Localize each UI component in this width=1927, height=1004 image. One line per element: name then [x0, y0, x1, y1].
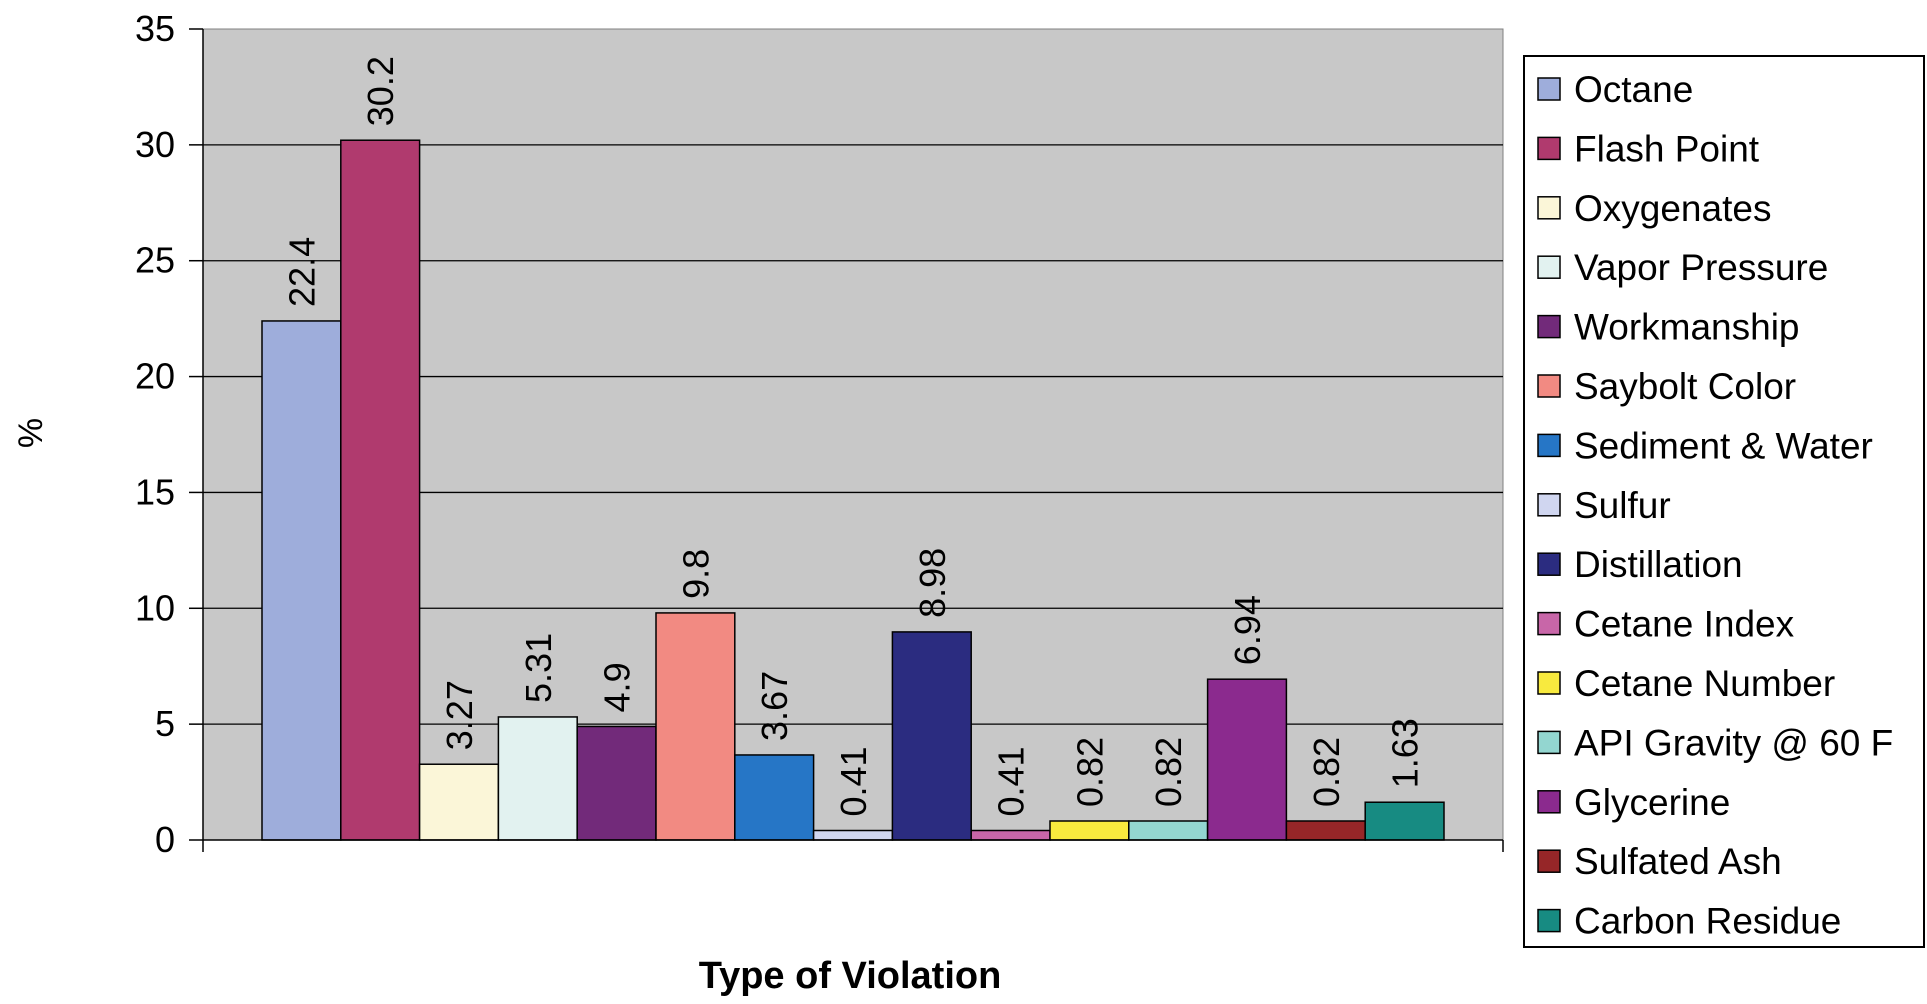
- legend-swatch: [1537, 790, 1561, 814]
- data-label: 22.4: [281, 237, 322, 307]
- legend-label: Distillation: [1574, 544, 1743, 585]
- data-label: 30.2: [360, 56, 401, 126]
- data-label: 3.27: [439, 680, 480, 750]
- legend-label: API Gravity @ 60 F: [1574, 722, 1893, 763]
- legend-swatch: [1537, 849, 1561, 873]
- bar-distillation: [891, 631, 972, 841]
- legend-label: Flash Point: [1574, 128, 1760, 169]
- bar-flash-point: [340, 139, 421, 841]
- bar-octane: [261, 320, 342, 841]
- legend-label: Oxygenates: [1574, 188, 1771, 229]
- legend-label: Cetane Index: [1574, 604, 1795, 645]
- bar-workmanship: [576, 725, 657, 841]
- legend-label: Glycerine: [1574, 782, 1730, 823]
- legend-label: Carbon Residue: [1574, 901, 1841, 942]
- y-tick-label: 20: [135, 356, 175, 397]
- bar-sulfated-ash: [1285, 820, 1366, 841]
- bar-saybolt-color: [655, 612, 736, 841]
- legend-swatch: [1537, 255, 1561, 279]
- legend-label: Saybolt Color: [1574, 366, 1796, 407]
- legend-swatch: [1537, 611, 1561, 636]
- data-label: 3.67: [754, 671, 795, 741]
- y-tick-label: 30: [135, 124, 175, 165]
- y-tick-label: 5: [155, 703, 175, 744]
- bar-sediment-water: [734, 754, 815, 841]
- legend-swatch: [1537, 374, 1561, 398]
- legend-label: Cetane Number: [1574, 663, 1835, 704]
- legend-swatch: [1537, 730, 1561, 755]
- bar-api-gravity-60-f: [1128, 820, 1209, 841]
- y-tick-label: 10: [135, 587, 175, 628]
- data-label: 9.8: [675, 549, 716, 599]
- legend-label: Octane: [1574, 69, 1693, 110]
- bar-glycerine: [1206, 678, 1288, 841]
- data-label: 8.98: [912, 548, 953, 618]
- y-tick-label: 0: [155, 819, 175, 860]
- legend-swatch: [1537, 671, 1561, 695]
- axes: 0 5 10 15 20 25 30 35: [135, 8, 1504, 860]
- bar-cetane-number: [1049, 820, 1130, 841]
- data-label: 5.31: [518, 633, 559, 703]
- data-label: 0.41: [833, 746, 874, 816]
- legend-swatch: [1537, 433, 1561, 458]
- legend-swatch: [1537, 314, 1561, 339]
- data-label: 0.41: [991, 746, 1032, 816]
- bar-oxygenates: [418, 763, 500, 841]
- legend-swatch: [1537, 196, 1561, 220]
- legend-box: [1523, 55, 1925, 948]
- data-label: 0.82: [1148, 737, 1189, 807]
- data-label: 6.94: [1227, 595, 1268, 665]
- legend-label: Sulfated Ash: [1574, 841, 1782, 882]
- data-label: 0.82: [1306, 737, 1347, 807]
- y-tick-label: 25: [135, 240, 175, 281]
- legend-label: Workmanship: [1574, 307, 1800, 348]
- y-tick-label: 35: [135, 8, 175, 49]
- data-label: 1.63: [1385, 718, 1426, 788]
- legend-swatch: [1537, 908, 1561, 933]
- bar-sulfur: [812, 829, 894, 841]
- legend-swatch: [1537, 77, 1561, 101]
- legend-swatch: [1537, 136, 1561, 161]
- legend-swatch: [1537, 493, 1561, 517]
- legend-label: Sulfur: [1574, 485, 1671, 526]
- legend-label: Sediment & Water: [1574, 425, 1873, 466]
- data-label: 0.82: [1069, 737, 1110, 807]
- bar-cetane-index: [970, 829, 1051, 841]
- y-axis-title: %: [12, 418, 50, 448]
- x-axis-title: Type of Violation: [699, 955, 1002, 997]
- bar-carbon-residue: [1364, 801, 1445, 841]
- legend-label: Vapor Pressure: [1574, 247, 1828, 288]
- bar-vapor-pressure: [497, 716, 578, 841]
- legend: Octane Flash Point Oxygenates Vapor Pressur…: [1523, 55, 1925, 948]
- bars: [261, 139, 1445, 841]
- y-tick-label: 15: [135, 471, 175, 512]
- legend-swatch: [1537, 552, 1561, 576]
- data-label: 4.9: [597, 662, 638, 712]
- data-labels: 22.4 30.2 3.27 5.31 4.9 9.8 3.67 0.41 8.98 0.41 0.…: [281, 56, 1425, 816]
